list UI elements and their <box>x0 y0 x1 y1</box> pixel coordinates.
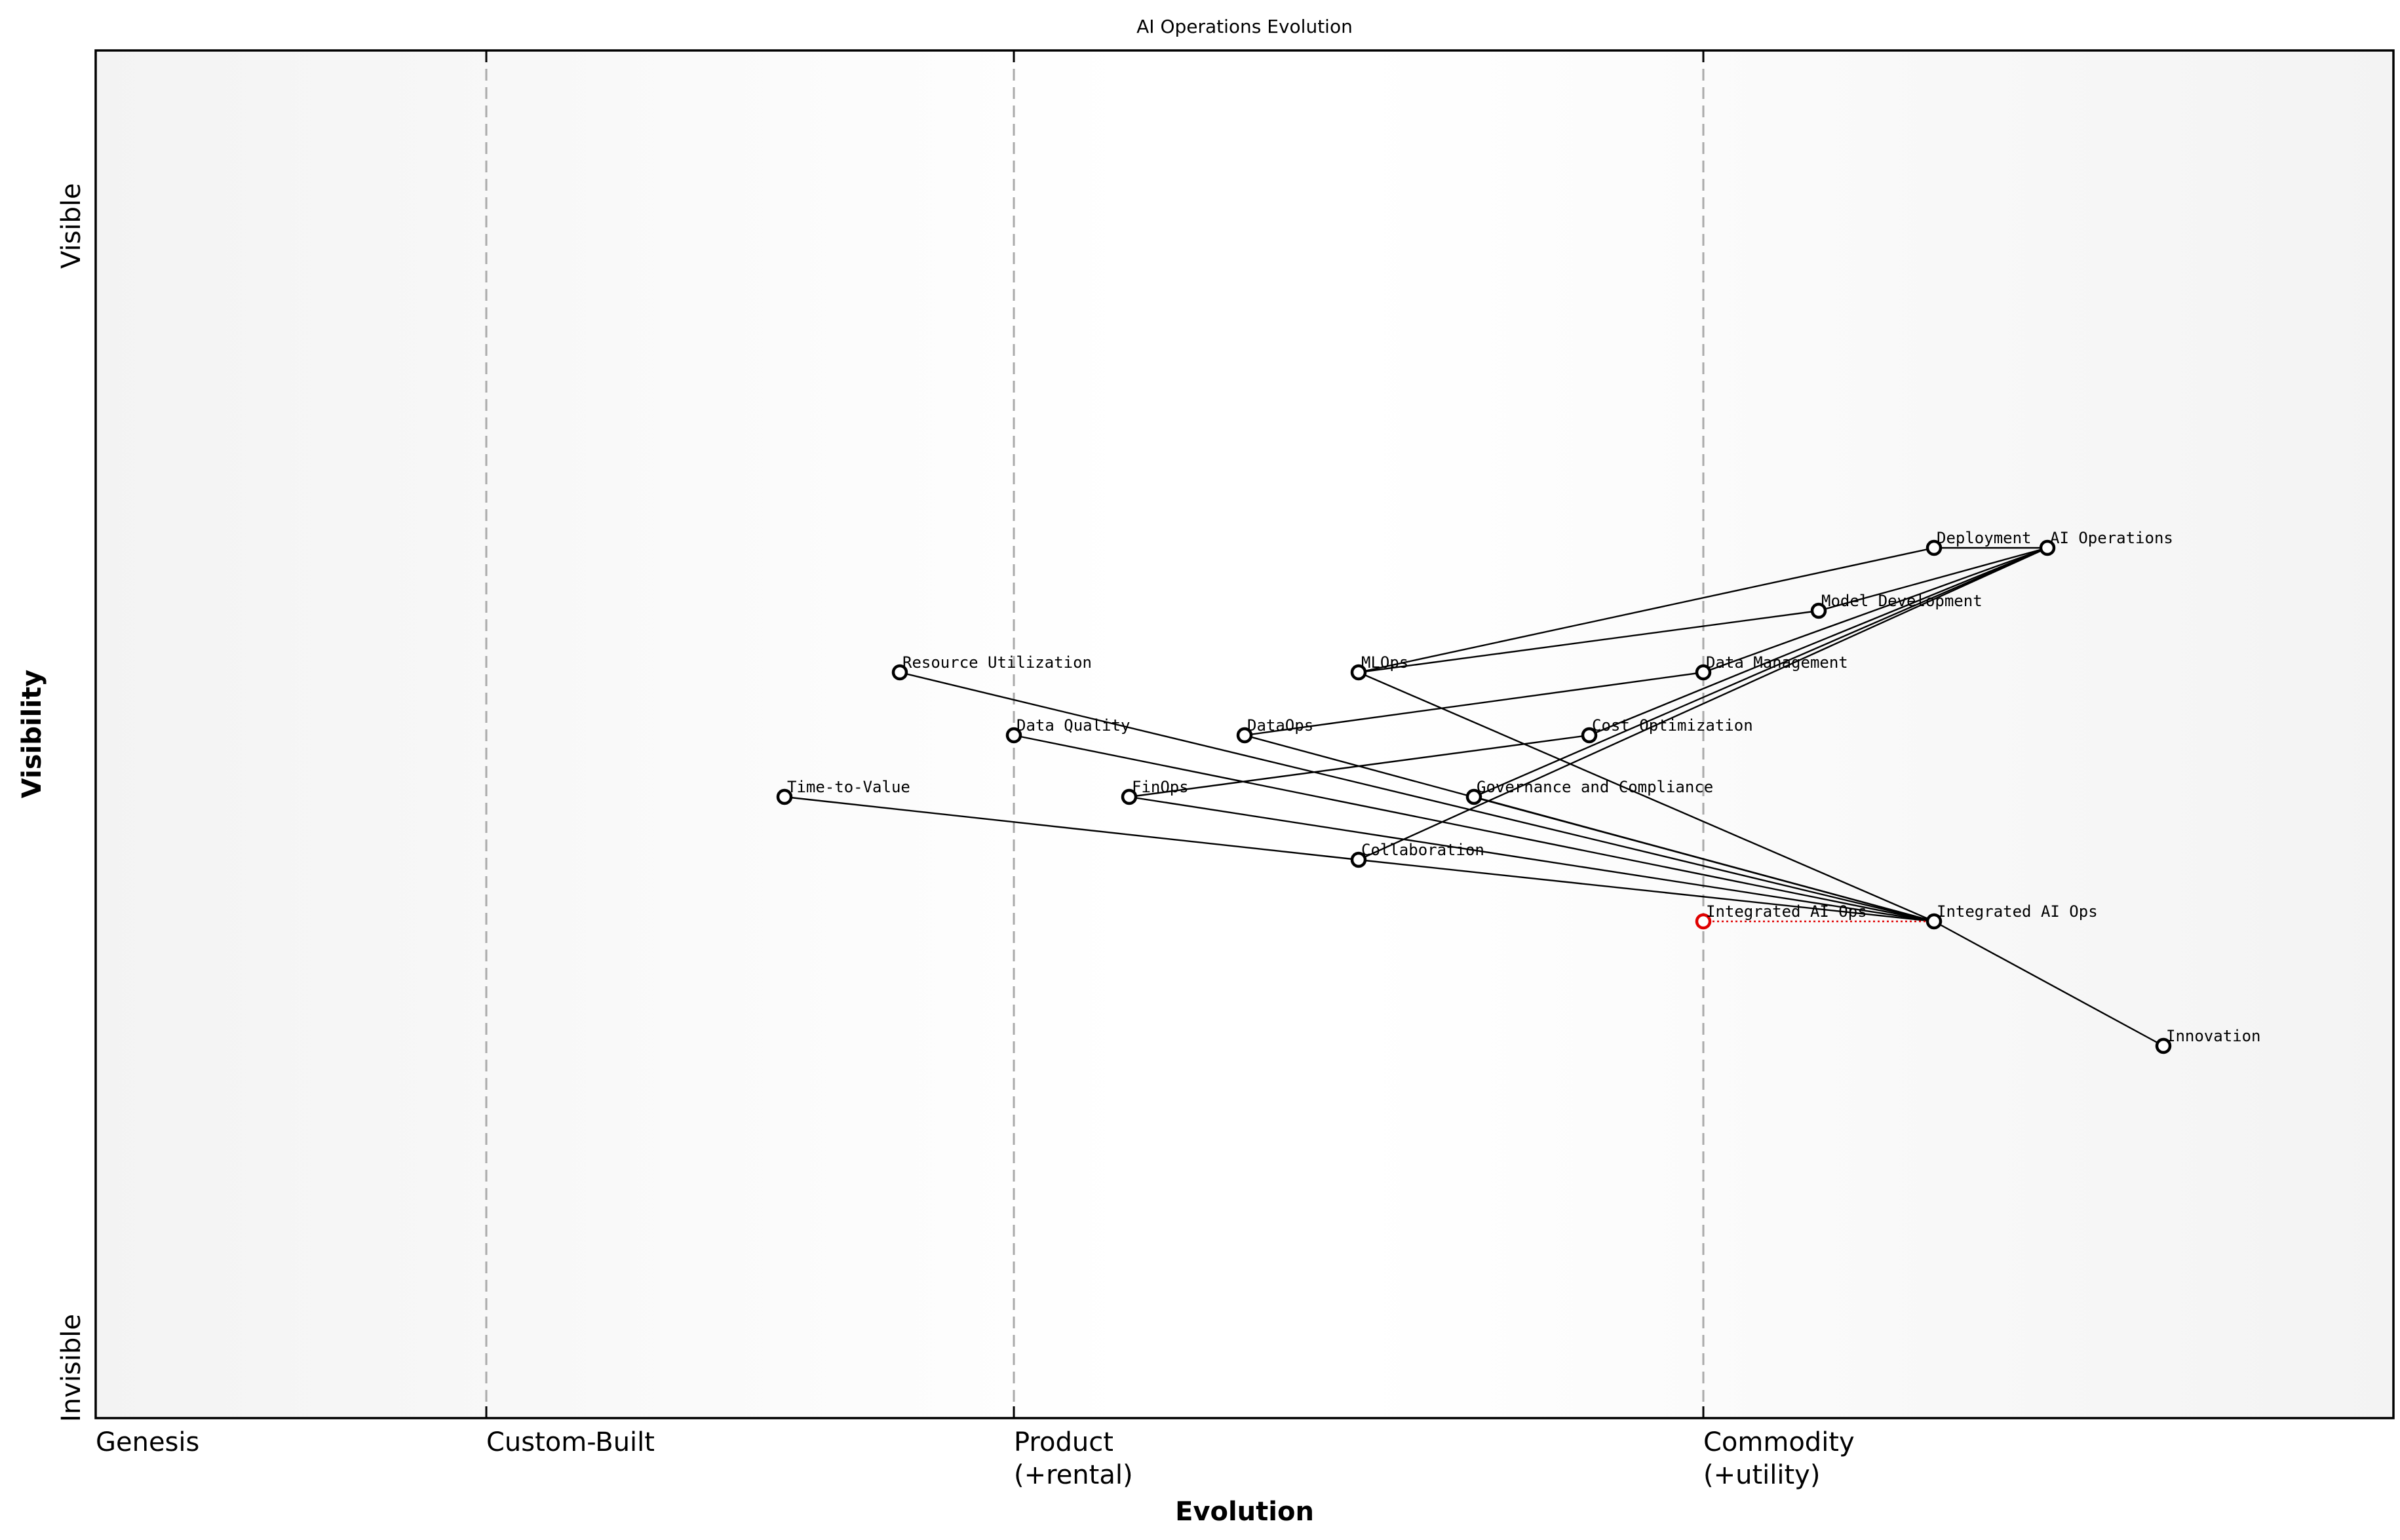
node-label: MLOps <box>1361 653 1408 672</box>
stage-label-custom-built: Custom-Built <box>486 1427 655 1457</box>
stage-label-product: Product <box>1014 1427 1113 1457</box>
node-label: Data Quality <box>1016 716 1130 735</box>
node-marker[interactable] <box>1005 727 1022 744</box>
y-axis-title: Visibility <box>17 670 47 798</box>
node-marker[interactable] <box>1350 851 1367 868</box>
edge-collaboration-integrated-ai-ops <box>1358 858 1935 923</box>
edge-finops-integrated-ai-ops <box>1129 796 1935 923</box>
edge-mlops-integrated-ai-ops <box>1358 671 1935 923</box>
components: AI Operations Deployment Model Developme… <box>776 529 2261 1054</box>
dependency-edges <box>784 547 2164 1047</box>
edge-integrated-ai-ops-innovation <box>1933 920 2164 1047</box>
node-marker[interactable] <box>1236 727 1253 744</box>
node-label: Integrated AI Ops <box>1706 902 1867 921</box>
edge-ai-operations-collaboration <box>1358 547 2048 861</box>
node-label: DataOps <box>1247 716 1313 735</box>
edge-data-quality-integrated-ai-ops <box>1013 734 1935 923</box>
node-label: Collaboration <box>1361 841 1484 859</box>
node-label: AI Operations <box>2050 529 2173 547</box>
y-label-visible: Visible <box>56 183 87 269</box>
component-finops[interactable]: FinOps <box>1121 778 1189 805</box>
node-label: Resource Utilization <box>902 653 1092 672</box>
node-label: Deployment <box>1937 529 2032 547</box>
node-marker-moved[interactable] <box>1695 913 1712 930</box>
node-label: Governance and Compliance <box>1477 778 1713 796</box>
stage-label-commodity: Commodity <box>1703 1427 1855 1457</box>
edge-governance-integrated-ai-ops <box>1473 796 1935 923</box>
node-marker[interactable] <box>1581 727 1598 744</box>
node-marker[interactable] <box>1810 602 1827 619</box>
edge-ai-operations-data-management <box>1703 547 2048 674</box>
edge-deployment-mlops <box>1358 547 1935 674</box>
node-label: Innovation <box>2166 1027 2261 1045</box>
component-data-quality[interactable]: Data Quality <box>1005 716 1130 744</box>
chart-title: AI Operations Evolution <box>1136 16 1353 37</box>
node-label: Data Management <box>1706 653 1848 672</box>
component-mlops[interactable]: MLOps <box>1350 653 1408 681</box>
component-integrated-ai-ops-previous[interactable]: Integrated AI Ops <box>1695 902 1867 930</box>
node-label: Integrated AI Ops <box>1937 902 2098 921</box>
node-marker[interactable] <box>1350 664 1367 681</box>
edge-ai-operations-governance <box>1473 547 2048 798</box>
edge-ai-operations-model-development <box>1818 547 2048 612</box>
edge-ai-operations-cost-optimization <box>1589 547 2048 737</box>
component-model-development[interactable]: Model Development <box>1810 592 1983 619</box>
component-data-management[interactable]: Data Management <box>1695 653 1848 681</box>
node-label: Model Development <box>1821 592 1983 610</box>
component-dataops[interactable]: DataOps <box>1236 716 1313 744</box>
component-collaboration[interactable]: Collaboration <box>1350 841 1484 868</box>
node-marker[interactable] <box>1695 664 1712 681</box>
node-marker[interactable] <box>1121 788 1138 805</box>
stage-label-genesis: Genesis <box>96 1427 199 1457</box>
plot-frame <box>94 49 2395 1419</box>
component-cost-optimization[interactable]: Cost Optimization <box>1581 716 1753 744</box>
component-deployment[interactable]: Deployment <box>1926 529 2032 556</box>
node-label: FinOps <box>1132 778 1189 796</box>
component-time-to-value[interactable]: Time-to-Value <box>776 778 910 805</box>
component-integrated-ai-ops[interactable]: Integrated AI Ops <box>1926 902 2098 930</box>
edge-model-development-mlops <box>1358 609 1819 674</box>
stage-label-product-sub: (+rental) <box>1014 1460 1133 1490</box>
node-marker[interactable] <box>2039 539 2056 556</box>
node-marker[interactable] <box>2155 1037 2172 1054</box>
edge-time-to-value-collaboration <box>784 796 1359 861</box>
edge-data-management-dataops <box>1244 671 1704 737</box>
component-ai-operations[interactable]: AI Operations <box>2039 529 2173 556</box>
node-marker[interactable] <box>1926 539 1943 556</box>
x-axis-title: Evolution <box>1175 1497 1314 1527</box>
stage-label-commodity-sub: (+utility) <box>1703 1460 1820 1490</box>
node-marker[interactable] <box>891 664 908 681</box>
component-innovation[interactable]: Innovation <box>2155 1027 2261 1054</box>
node-label: Cost Optimization <box>1592 716 1753 735</box>
node-marker[interactable] <box>1465 788 1482 805</box>
node-label: Time-to-Value <box>787 778 910 796</box>
component-governance-and-compliance[interactable]: Governance and Compliance <box>1465 778 1713 805</box>
node-marker[interactable] <box>776 788 793 805</box>
y-label-invisible: Invisible <box>56 1314 87 1422</box>
edge-resource-utilization-integrated-ai-ops <box>899 671 1935 923</box>
component-resource-utilization[interactable]: Resource Utilization <box>891 653 1092 681</box>
node-marker[interactable] <box>1926 913 1943 930</box>
